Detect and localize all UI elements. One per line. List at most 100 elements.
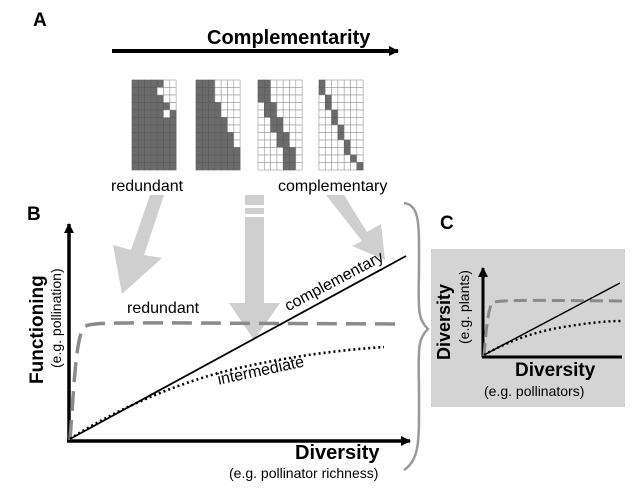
- panel-c-x-title: Diversity: [515, 360, 596, 381]
- matrix-cell: [282, 79, 290, 88]
- matrix-cell: [295, 109, 303, 118]
- matrix-cell: [156, 139, 164, 148]
- matrix-cell: [227, 162, 235, 171]
- matrix-cell: [227, 154, 235, 163]
- matrix-cell: [138, 102, 145, 111]
- matrix-cell: [337, 139, 345, 148]
- matrix-cell: [131, 117, 139, 126]
- matrix-cell: [208, 147, 216, 156]
- matrix-cell: [220, 139, 228, 148]
- matrix-cell: [131, 154, 139, 163]
- matrix-cell: [331, 139, 339, 148]
- matrix-cell: [208, 109, 216, 118]
- panel-b-y-subtitle: (e.g. pollination): [48, 268, 64, 368]
- interaction-matrix-3: [257, 79, 303, 171]
- matrix-cell: [220, 117, 228, 126]
- matrix-cell: [257, 79, 265, 88]
- matrix-cell: [331, 79, 339, 88]
- matrix-cell: [282, 154, 290, 163]
- matrix-cell: [276, 124, 284, 133]
- matrix-cell: [144, 132, 152, 141]
- interaction-matrix-1: [131, 79, 177, 171]
- panel-c-background: [431, 249, 625, 407]
- matrix-cell: [195, 132, 203, 141]
- matrix-cell: [337, 132, 345, 141]
- matrix-cell: [257, 147, 265, 156]
- matrix-cell: [169, 102, 177, 111]
- matrix-cell: [356, 162, 364, 171]
- matrix-cell: [227, 94, 235, 103]
- matrix-cell: [356, 154, 364, 163]
- matrix-cell: [214, 162, 222, 171]
- matrix-cell: [331, 132, 339, 141]
- matrix-cell: [257, 94, 265, 103]
- matrix-cell: [276, 154, 284, 163]
- matrix-cell: [350, 79, 358, 88]
- matrix-cell: [220, 147, 228, 156]
- matrix-cell: [343, 139, 351, 148]
- matrix-cell: [156, 79, 164, 88]
- matrix-cell: [208, 154, 216, 163]
- matrix-cell: [214, 117, 222, 126]
- matrix-cell: [263, 102, 271, 111]
- matrix-cell: [227, 87, 235, 96]
- panel-b-x-subtitle: (e.g. pollinator richness): [229, 465, 379, 481]
- matrix-cell: [356, 132, 364, 141]
- matrix-cell: [318, 132, 326, 141]
- matrix-cell: [233, 87, 241, 96]
- interaction-matrix-4: [318, 79, 364, 171]
- matrix-cell: [138, 109, 145, 118]
- matrix-cell: [337, 102, 345, 111]
- matrix-cell: [276, 87, 284, 96]
- matrix-cell: [214, 102, 222, 111]
- matrix-cell: [289, 102, 297, 111]
- matrix-cell: [208, 132, 216, 141]
- matrix-cell: [220, 87, 228, 96]
- matrix-cell: [356, 79, 364, 88]
- matrix-cell: [214, 132, 222, 141]
- matrix-cell: [227, 102, 235, 111]
- matrix-cell: [263, 79, 271, 88]
- matrix-cell: [331, 117, 339, 126]
- matrix-cell: [318, 124, 326, 133]
- matrix-cell: [276, 132, 284, 141]
- matrix-cell: [270, 109, 278, 118]
- matrix-cell: [343, 102, 351, 111]
- matrix-cell: [324, 102, 332, 111]
- matrix-cell: [356, 109, 364, 118]
- brace: [403, 201, 430, 472]
- matrix-cell: [195, 147, 203, 156]
- matrix-cell: [350, 139, 358, 148]
- matrix-cell: [195, 102, 203, 111]
- matrix-cell: [350, 147, 358, 156]
- matrix-cell: [318, 147, 326, 156]
- matrix-cell: [356, 139, 364, 148]
- matrix-cell: [202, 154, 209, 163]
- matrix-cell: [233, 132, 241, 141]
- matrix-cell: [257, 139, 265, 148]
- matrix-cell: [276, 79, 284, 88]
- matrix-cell: [270, 117, 278, 126]
- matrix-cell: [263, 139, 271, 148]
- matrix-cell: [169, 109, 177, 118]
- matrix-cell: [169, 79, 177, 88]
- matrix-label-redundant: redundant: [111, 178, 184, 195]
- matrix-cell: [337, 147, 345, 156]
- matrix-cell: [282, 94, 290, 103]
- panel-c-letter: C: [440, 213, 454, 234]
- matrix-cell: [331, 102, 339, 111]
- matrix-cell: [263, 132, 271, 141]
- matrix-cell: [324, 154, 332, 163]
- matrix-cell: [282, 124, 290, 133]
- matrix-cell: [350, 117, 358, 126]
- matrix-cell: [169, 162, 177, 171]
- matrix-cell: [343, 79, 351, 88]
- matrix-cell: [295, 124, 303, 133]
- matrix-cell: [289, 139, 297, 148]
- matrix-cell: [337, 117, 345, 126]
- matrix-cell: [270, 79, 278, 88]
- panel-a-letter: A: [33, 10, 47, 31]
- matrix-cell: [270, 87, 278, 96]
- matrix-cell: [163, 109, 171, 118]
- matrix-cell: [150, 154, 158, 163]
